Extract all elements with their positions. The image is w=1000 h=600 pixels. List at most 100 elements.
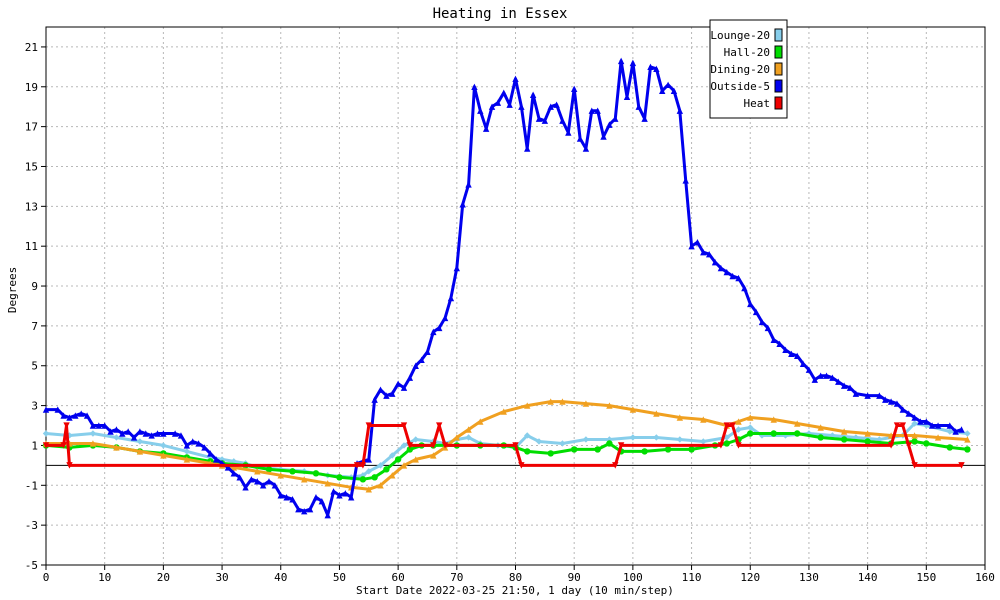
- data-point-dining-20: [747, 414, 754, 421]
- data-point-dining-20: [400, 462, 408, 469]
- data-point-outside-5: [277, 492, 284, 499]
- data-point-outside-5: [623, 93, 631, 100]
- data-point-outside-5: [524, 145, 531, 152]
- data-point-dining-20: [465, 426, 472, 433]
- data-point-heat: [717, 442, 725, 449]
- data-point-outside-5: [770, 336, 777, 344]
- data-point-outside-5: [664, 81, 672, 88]
- x-tick-label: 20: [157, 571, 170, 584]
- series-heat: [42, 422, 965, 469]
- data-point-hall-20: [946, 444, 953, 451]
- y-tick-label: 21: [25, 41, 38, 54]
- data-point-outside-5: [946, 422, 953, 429]
- data-point-dining-20: [183, 456, 191, 463]
- y-tick-label: 19: [25, 81, 38, 94]
- series-outside-5: [42, 57, 965, 519]
- data-point-heat: [430, 442, 437, 449]
- data-point-hall-20: [911, 438, 918, 445]
- data-point-outside-5: [236, 474, 243, 481]
- data-point-dining-20: [377, 482, 384, 489]
- data-point-outside-5: [130, 434, 138, 441]
- data-point-lounge-20: [42, 430, 50, 437]
- data-point-outside-5: [418, 356, 425, 363]
- data-point-outside-5: [882, 396, 889, 403]
- x-tick-label: 140: [858, 571, 878, 584]
- data-point-outside-5: [78, 410, 85, 417]
- data-point-outside-5: [529, 91, 537, 98]
- data-point-outside-5: [383, 392, 390, 399]
- data-point-outside-5: [171, 430, 179, 437]
- data-point-outside-5: [201, 444, 208, 451]
- data-point-lounge-20: [653, 434, 660, 441]
- data-point-heat: [400, 422, 408, 429]
- data-point-outside-5: [89, 422, 97, 429]
- legend-box: [709, 19, 788, 119]
- data-point-outside-5: [588, 107, 595, 114]
- x-tick-label: 130: [799, 571, 819, 584]
- x-tick-label: 30: [215, 571, 228, 584]
- data-point-outside-5: [864, 392, 871, 399]
- data-point-outside-5: [101, 422, 108, 429]
- data-point-outside-5: [565, 129, 572, 136]
- legend: Lounge-20 Hall-20 Dining-20 Outside-5 Heat: [709, 19, 788, 119]
- data-point-heat: [617, 442, 625, 449]
- data-point-lounge-20: [389, 452, 396, 459]
- data-point-outside-5: [705, 250, 713, 258]
- data-point-heat: [612, 462, 619, 469]
- data-point-outside-5: [641, 115, 648, 122]
- data-point-dining-20: [453, 434, 461, 441]
- data-point-dining-20: [136, 448, 144, 455]
- data-point-outside-5: [617, 57, 625, 65]
- data-point-outside-5: [823, 372, 830, 379]
- data-point-outside-5: [840, 382, 848, 389]
- data-point-outside-5: [494, 99, 502, 106]
- x-tick-label: 70: [450, 571, 463, 584]
- data-point-outside-5: [230, 470, 237, 477]
- data-point-dining-20: [629, 406, 637, 413]
- data-point-outside-5: [177, 432, 185, 439]
- data-point-lounge-20: [465, 434, 472, 441]
- data-point-outside-5: [42, 406, 50, 413]
- data-point-hall-20: [359, 476, 367, 483]
- data-point-outside-5: [465, 181, 472, 188]
- data-point-outside-5: [195, 440, 202, 447]
- data-point-hall-20: [312, 470, 320, 477]
- data-point-lounge-20: [113, 434, 120, 441]
- data-point-outside-5: [747, 300, 754, 308]
- data-point-hall-20: [964, 446, 971, 453]
- data-point-outside-5: [330, 488, 337, 495]
- data-point-outside-5: [207, 450, 214, 457]
- data-point-outside-5: [459, 201, 466, 208]
- data-point-heat: [63, 422, 70, 429]
- data-point-hall-20: [723, 440, 730, 447]
- data-point-outside-5: [447, 294, 455, 302]
- data-point-lounge-20: [747, 424, 754, 431]
- x-tick-label: 80: [509, 571, 522, 584]
- x-tick-label: 150: [916, 571, 936, 584]
- data-point-outside-5: [271, 482, 279, 489]
- data-point-outside-5: [506, 101, 513, 108]
- data-point-dining-20: [735, 418, 742, 425]
- data-point-outside-5: [183, 442, 191, 449]
- y-tick-label: -1: [25, 479, 38, 492]
- y-tick-label: 1: [31, 439, 38, 452]
- data-point-outside-5: [518, 103, 525, 110]
- data-point-outside-5: [371, 396, 378, 403]
- data-point-heat: [735, 442, 742, 449]
- x-axis-label: Start Date 2022-03-25 21:50, 1 day (10 m…: [356, 584, 674, 597]
- data-point-hall-20: [770, 430, 777, 437]
- y-tick-label: 5: [31, 360, 38, 373]
- data-point-outside-5: [535, 115, 543, 122]
- data-point-lounge-20: [535, 438, 543, 445]
- data-point-hall-20: [336, 474, 343, 481]
- data-point-outside-5: [799, 360, 807, 367]
- data-point-outside-5: [512, 75, 519, 83]
- y-tick-label: 17: [25, 121, 38, 134]
- y-tick-label: -5: [25, 559, 38, 572]
- data-point-hall-20: [864, 438, 871, 445]
- data-point-dining-20: [547, 398, 554, 405]
- data-point-heat: [893, 422, 901, 429]
- data-point-hall-20: [664, 446, 672, 453]
